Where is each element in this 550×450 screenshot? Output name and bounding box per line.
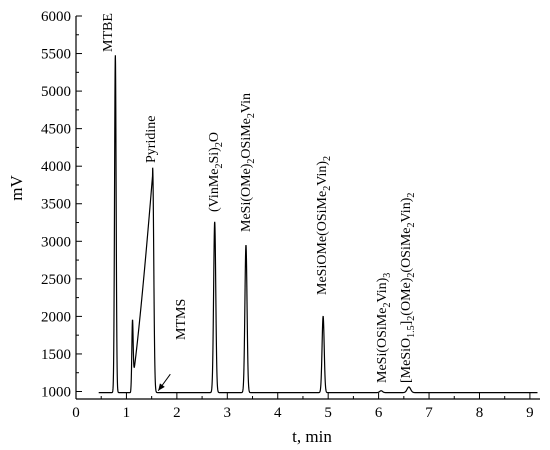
y-tick-label: 5000 (41, 84, 71, 100)
x-tick-label: 9 (526, 405, 534, 421)
x-tick-label: 4 (274, 405, 282, 421)
x-ticks: 0 1 2 3 4 5 6 7 8 9 (72, 393, 534, 421)
chromatogram-trace (98, 55, 538, 394)
x-tick-label: 2 (173, 405, 181, 421)
peak-label-mesiome-osime2vin2: MeSiOMe(OSiMe2Vin)2 (315, 156, 333, 295)
y-tick-label: 4000 (41, 159, 71, 175)
peak-label-mesi-osime2vin3: MeSi(OSiMe2Vin)3 (375, 273, 393, 383)
peak-label-mesio15-2: [MeSiO1.5]2(OMe)2(OSiMe2Vin)2 (399, 193, 417, 383)
peak-label-pyridine: Pyridine (144, 116, 159, 163)
x-tick-label: 8 (476, 405, 484, 421)
mtms-pointer-arrowhead (158, 383, 165, 391)
y-tick-label: 5500 (41, 47, 71, 63)
x-tick-label: 6 (375, 405, 383, 421)
y-tick-label: 2500 (41, 272, 71, 288)
x-tick-label: 1 (123, 405, 131, 421)
y-tick-label: 3500 (41, 197, 71, 213)
y-tick-label: 6000 (41, 9, 71, 25)
x-tick-label: 7 (425, 405, 433, 421)
y-tick-label: 2000 (41, 309, 71, 325)
x-tick-label: 5 (324, 405, 332, 421)
peak-label-mesi-ome2-osime2vin: MeSi(OMe)2OSiMe2Vin (239, 93, 257, 232)
y-tick-label: 1000 (41, 384, 71, 400)
peak-label-mtms: MTMS (174, 299, 189, 340)
y-tick-label: 4500 (41, 122, 71, 138)
x-tick-label: 0 (72, 405, 80, 421)
peak-label-vinme2si2o: (VinMe2Si)2O (207, 132, 225, 212)
x-axis-title: t, min (292, 427, 332, 446)
y-axis-title: mV (7, 175, 26, 201)
y-tick-label: 1500 (41, 347, 71, 363)
peak-label-mtbe: MTBE (101, 13, 116, 52)
x-tick-label: 3 (224, 405, 232, 421)
y-tick-label: 3000 (41, 234, 71, 250)
y-ticks: 1000 1500 2000 2500 3000 3500 4000 4500 5000 5500… (41, 9, 82, 400)
